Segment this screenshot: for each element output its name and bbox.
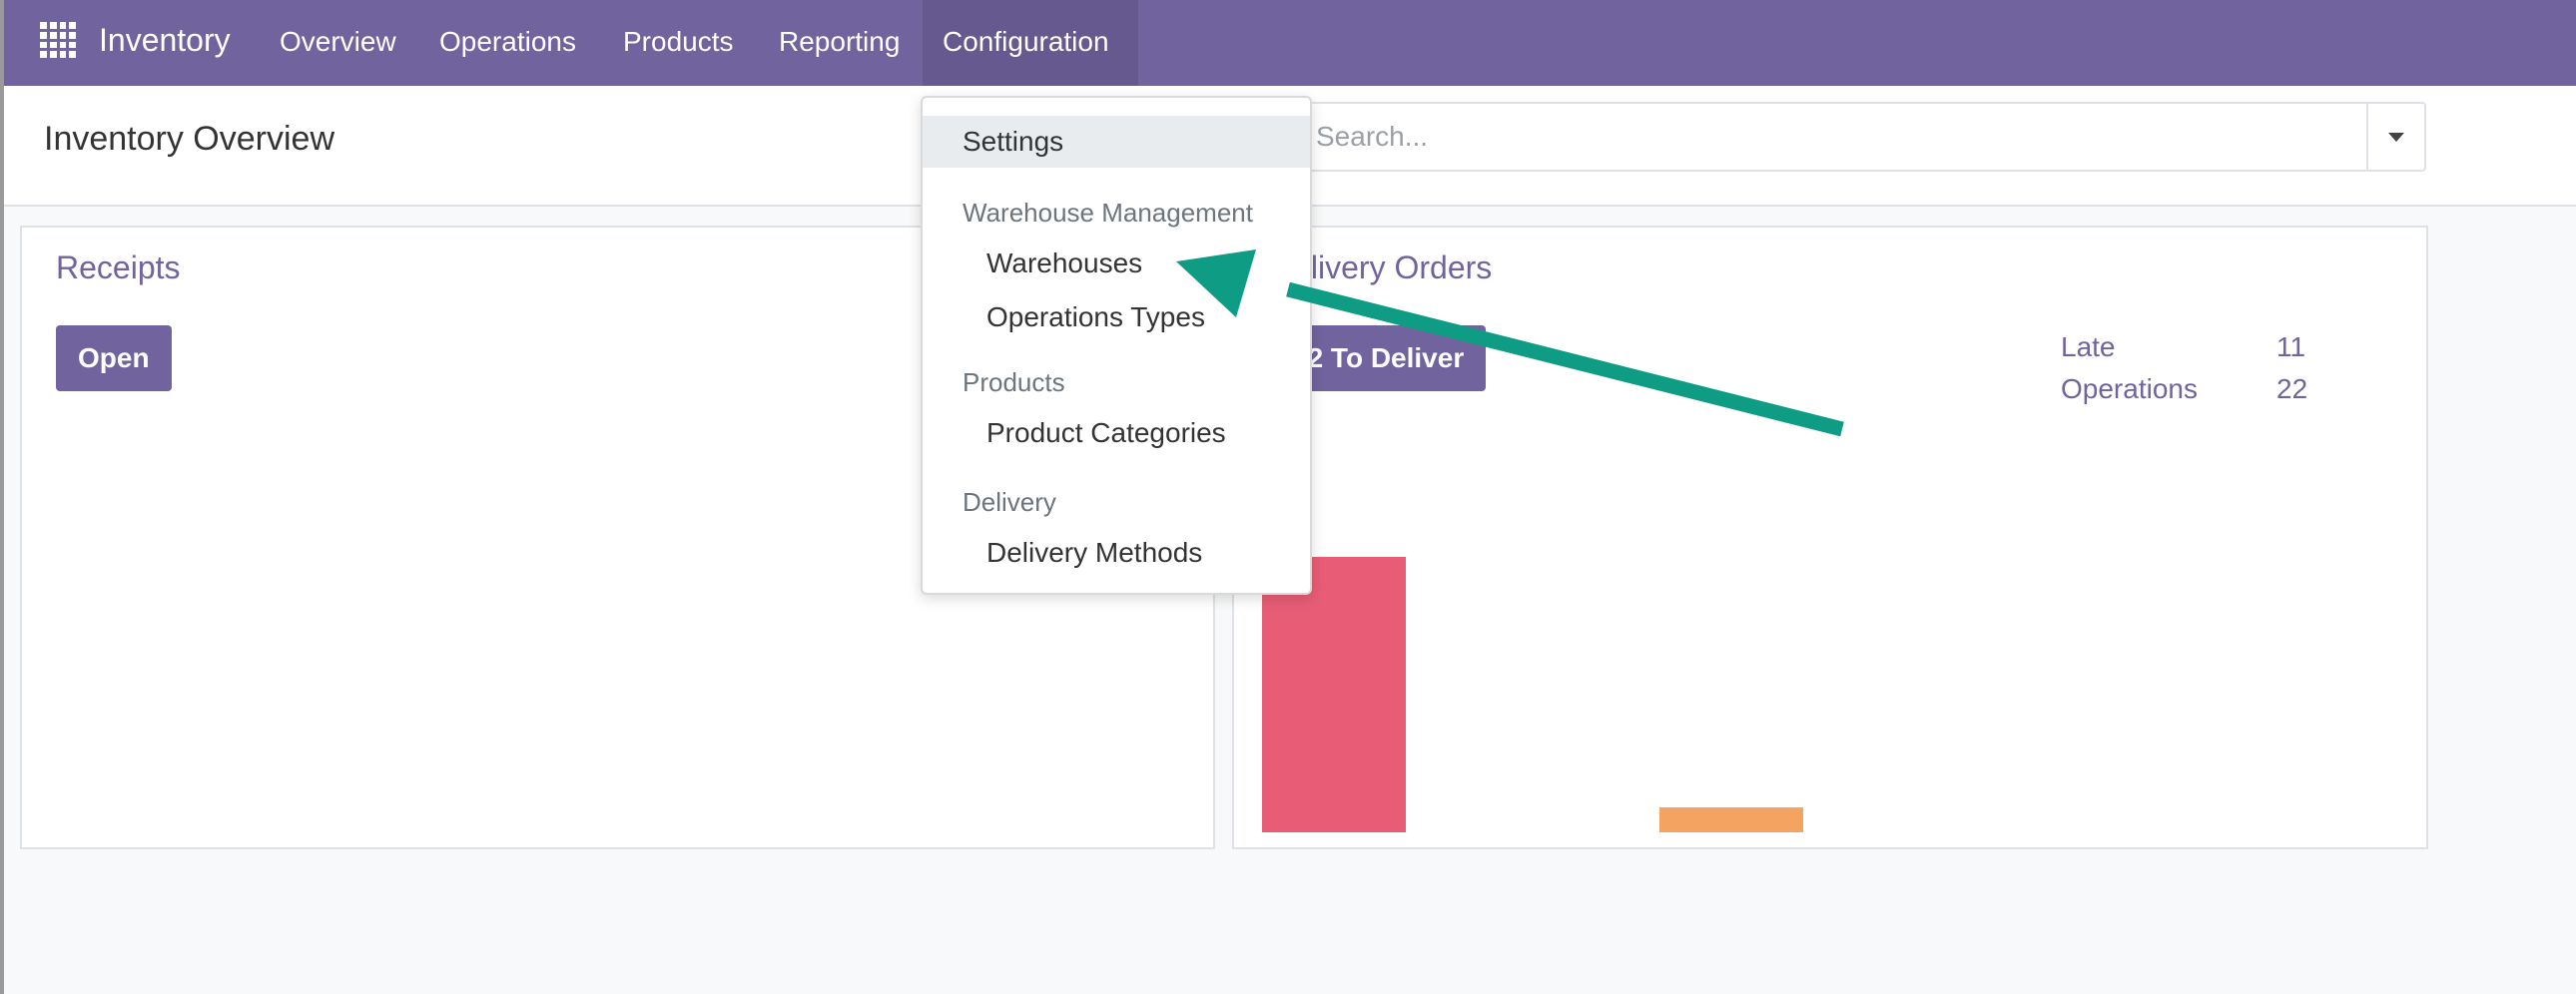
delivery-orders-card: Delivery Orders 22 To Deliver Late 11 Op… — [1232, 226, 2428, 849]
nav-reporting[interactable]: Reporting — [779, 26, 901, 57]
stat-label-late[interactable]: Late — [2061, 331, 2116, 362]
menu-section-products: Products — [963, 367, 1065, 397]
nav-overview[interactable]: Overview — [280, 26, 396, 57]
window-edge — [0, 0, 4, 994]
caret-down-icon — [2388, 132, 2404, 142]
menu-item-warehouses[interactable]: Warehouses — [986, 248, 1143, 278]
menu-item-product-categories[interactable]: Product Categories — [986, 417, 1226, 448]
top-navbar: Inventory Overview Operations Products R… — [4, 0, 2576, 86]
app-brand[interactable]: Inventory — [99, 22, 231, 58]
graph-bar-late[interactable] — [1262, 557, 1406, 832]
open-receipts-button[interactable]: Open — [56, 325, 172, 391]
nav-configuration[interactable]: Configuration — [923, 0, 1138, 86]
menu-item-delivery-methods[interactable]: Delivery Methods — [986, 537, 1203, 568]
menu-item-settings[interactable]: Settings — [923, 116, 1310, 168]
stat-label-operations[interactable]: Operations — [2061, 373, 2198, 404]
search-input[interactable]: Search... — [1302, 102, 2368, 172]
menu-section-warehouse-management: Warehouse Management — [963, 198, 1253, 228]
apps-grid-icon[interactable] — [40, 22, 76, 58]
nav-products[interactable]: Products — [623, 26, 734, 57]
graph-bar-future[interactable] — [1659, 807, 1803, 832]
nav-operations[interactable]: Operations — [439, 26, 576, 57]
menu-section-delivery: Delivery — [963, 487, 1056, 517]
configuration-dropdown-menu: Settings Warehouse Management Warehouses… — [921, 96, 1312, 595]
stat-value-late[interactable]: 11 — [2276, 331, 2306, 362]
search-options-toggle[interactable] — [2366, 102, 2426, 172]
menu-item-operations-types[interactable]: Operations Types — [986, 301, 1205, 332]
card-title-receipts[interactable]: Receipts — [56, 249, 181, 285]
page-title: Inventory Overview — [44, 120, 334, 158]
stat-value-operations[interactable]: 22 — [2276, 373, 2308, 404]
